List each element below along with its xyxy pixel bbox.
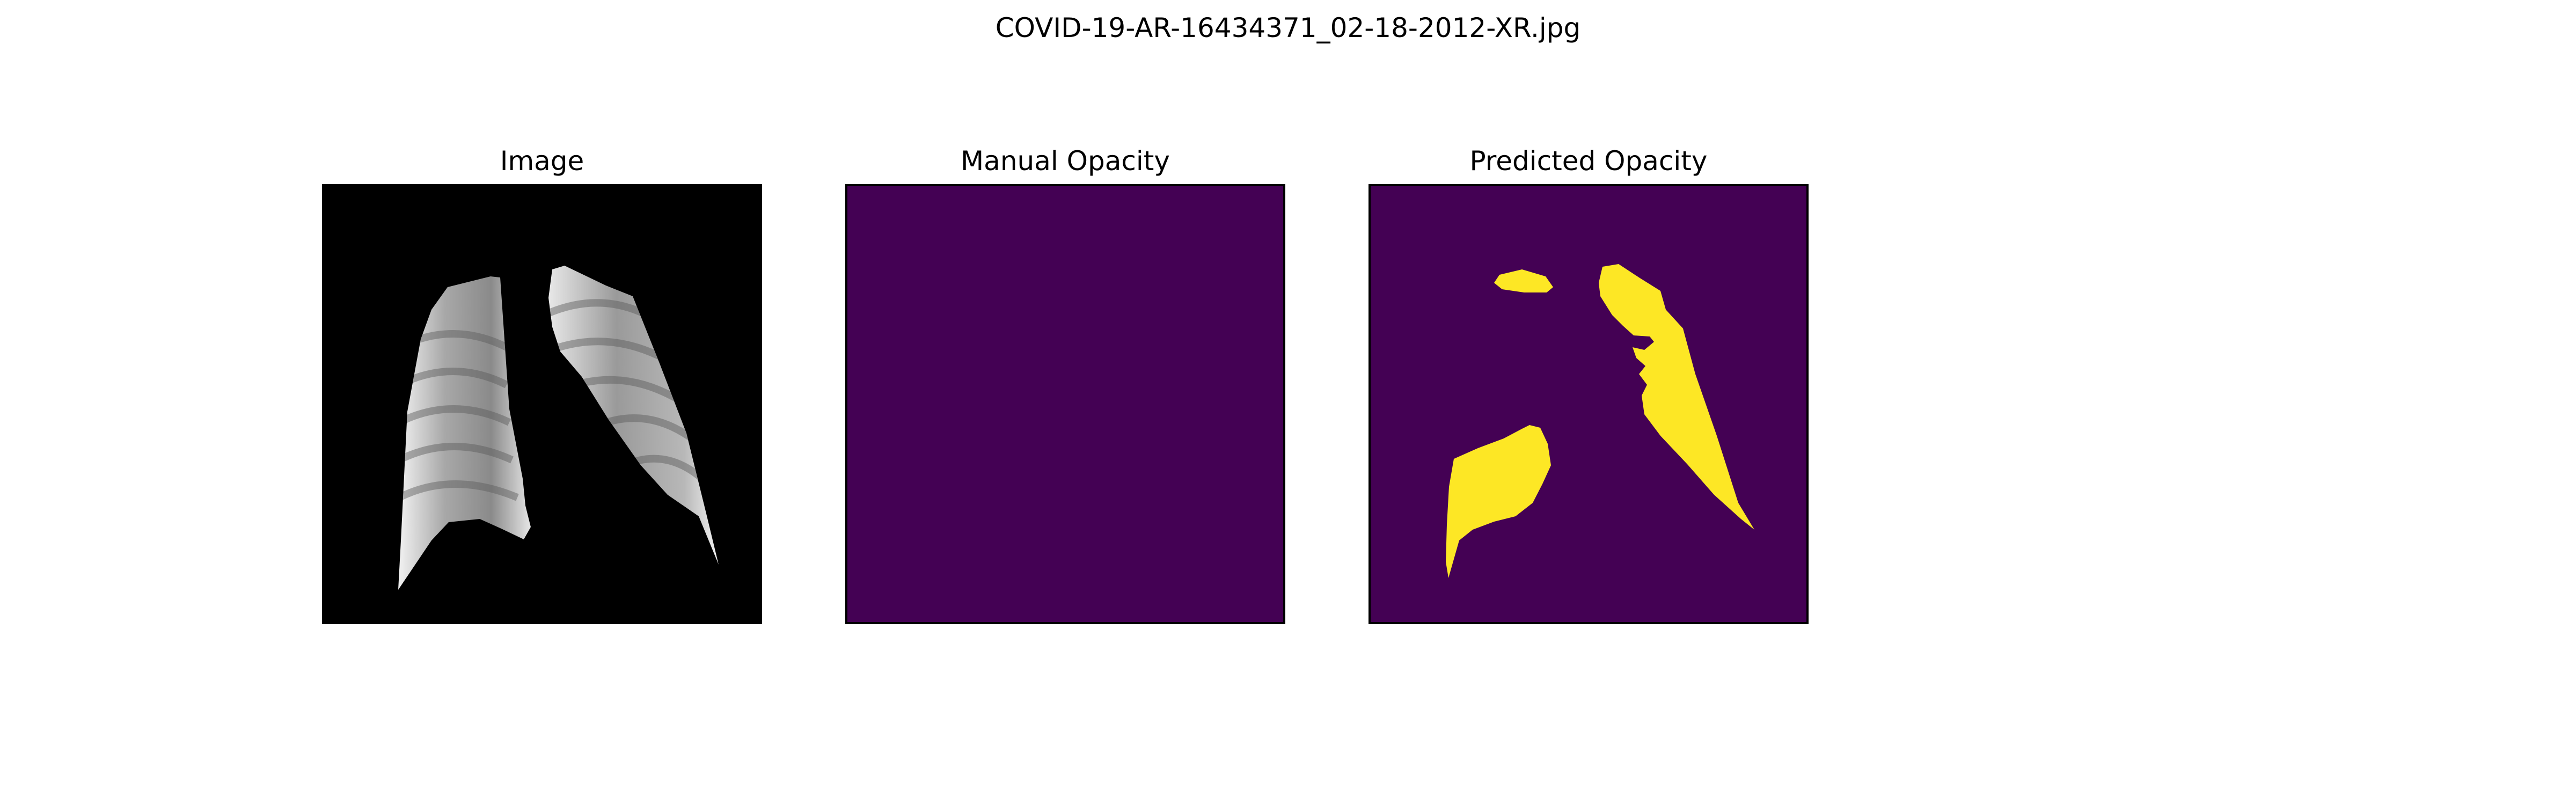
manual-opacity-mask bbox=[845, 184, 1285, 624]
image-panel: Image bbox=[322, 142, 762, 624]
xray-background bbox=[324, 186, 760, 622]
right-lung bbox=[398, 276, 531, 590]
mask-region-left-lobe bbox=[1599, 264, 1754, 530]
xray-image bbox=[322, 184, 762, 624]
manual-opacity-panel: Manual Opacity bbox=[845, 142, 1285, 624]
predicted-opacity-panel: Predicted Opacity bbox=[1368, 142, 1809, 624]
figure-title: COVID-19-AR-16434371_02-18-2012-XR.jpg bbox=[995, 12, 1581, 43]
mask-region-upper-right bbox=[1494, 269, 1553, 292]
predicted-mask-background bbox=[1371, 186, 1806, 622]
manual-opacity-title: Manual Opacity bbox=[961, 145, 1170, 177]
manual-mask-background bbox=[847, 186, 1283, 622]
image-panel-title: Image bbox=[500, 145, 584, 177]
predicted-opacity-title: Predicted Opacity bbox=[1469, 145, 1708, 177]
mask-region-lower-right bbox=[1446, 425, 1551, 578]
predicted-opacity-mask bbox=[1368, 184, 1809, 624]
